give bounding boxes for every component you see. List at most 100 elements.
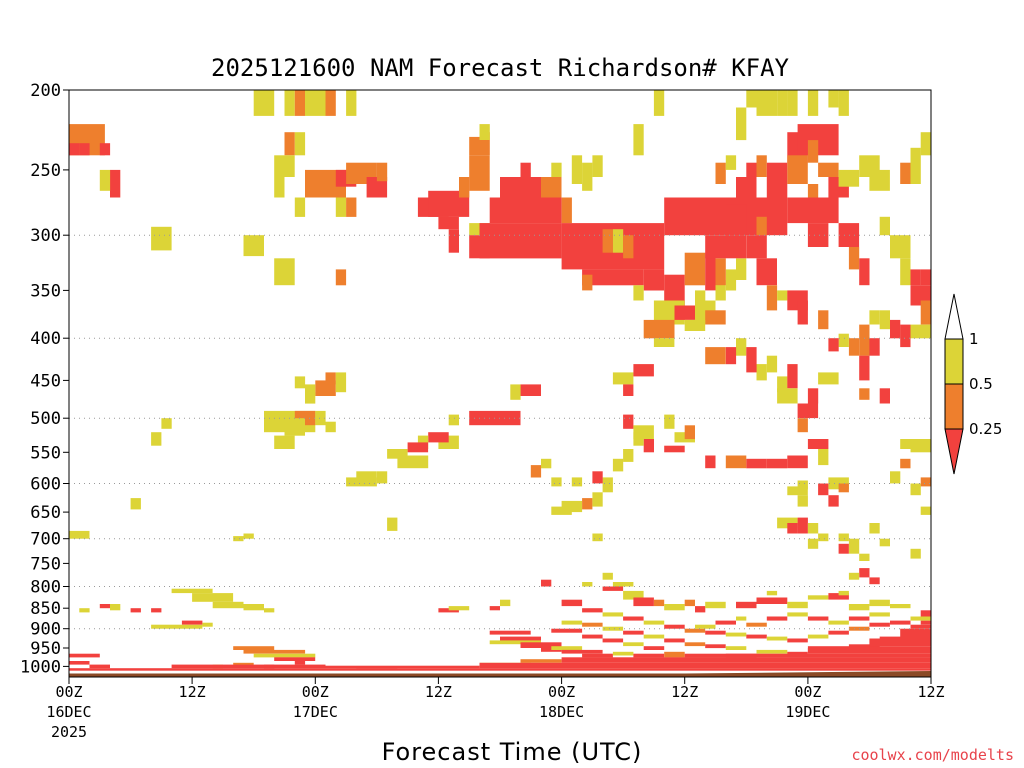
ri-cell [807,523,819,534]
ri-cell [366,177,388,198]
ri-cell [715,620,736,625]
ri-cell [807,538,819,549]
ri-cell [869,169,890,191]
ground-layer [69,671,931,677]
ri-cell [695,606,706,613]
ri-cell [787,601,808,609]
ri-cell [664,624,685,629]
ri-cell [99,604,111,609]
ri-cell [561,657,931,663]
x-tick-label-7-0: 12Z [917,683,944,701]
ri-cell [653,90,665,116]
ri-cell [489,606,500,611]
ri-cell [736,616,747,621]
y-tick-label-750: 750 [30,554,61,574]
ri-cell [807,90,819,116]
ri-cell [766,458,788,469]
x-tick-label-2-1: 17DEC [293,703,338,721]
ri-cell [633,432,644,446]
ri-cell [253,90,275,116]
ri-cell [551,162,562,177]
y-tick-label-400: 400 [30,329,61,349]
ri-cell [294,661,306,665]
colorbar-bin-025-05 [944,383,964,430]
ri-cell [684,642,706,647]
ri-cell [161,418,172,429]
ri-cell [746,458,767,469]
ri-cell [376,162,388,182]
ri-cell [489,640,541,645]
ri-cell [900,258,911,286]
ri-cell [838,590,849,596]
ri-cell [284,90,295,116]
ri-cell [582,269,644,286]
ri-cell [151,608,162,613]
ri-cell [725,646,747,650]
credit-text: coolwx.com/modelts [851,746,1014,764]
ri-cell [69,661,90,665]
ri-cell [879,388,890,404]
ri-cell [325,372,336,385]
ri-cell [551,628,583,633]
ri-cell [787,638,808,643]
ri-cell [151,624,203,629]
ri-cell [602,638,624,643]
ri-cell [582,608,603,613]
ri-cell [438,216,459,230]
ri-cell [130,498,141,510]
ri-cell [695,290,706,311]
ri-cell [910,616,931,621]
ri-cell [869,338,880,356]
ri-cell [848,338,860,356]
ri-cell [274,177,285,198]
ri-cell [756,216,767,236]
ri-cell [684,599,695,607]
ri-cell [284,418,305,436]
y-tick-label-950: 950 [30,639,61,659]
x-tick-label-5-0: 12Z [671,683,698,701]
ri-cell [838,333,849,347]
ri-cell [869,523,880,534]
ri-cell [417,435,429,449]
ri-cell [233,536,244,542]
x-tick-label-1-0: 12Z [179,683,206,701]
chart-title: 2025121600 NAM Forecast Richardson# KFAY [211,54,790,82]
ri-cell [561,620,583,625]
ri-cell [746,90,757,108]
ri-cell [469,155,490,191]
ri-cell [818,533,829,542]
ri-cell [448,606,470,611]
ri-cell [869,310,880,325]
y-tick-label-650: 650 [30,503,61,523]
ri-cell [582,582,593,587]
ri-cell [828,90,839,108]
ri-cell [171,664,326,669]
ri-cell [623,235,634,259]
ri-cell [848,538,860,554]
ri-cell [869,577,880,585]
ri-cell [766,285,778,311]
ri-cell [623,642,644,647]
ri-cell [910,624,931,629]
ri-cell [438,608,459,613]
ri-cell [387,449,408,459]
ri-cell [715,280,726,301]
x-tick-label-0-1: 16DEC [46,703,91,721]
ri-cell [653,338,675,347]
ri-cell [879,538,890,547]
ri-cell [202,622,213,627]
ri-cell [807,439,829,449]
ri-cell [787,364,798,389]
ri-cell [910,439,931,453]
colorbar-label-0: 1 [969,330,979,348]
ri-cell [705,235,747,259]
ri-cell [571,477,583,487]
ri-cell [592,155,603,177]
ri-cell [807,184,819,198]
ri-cell [807,388,819,404]
ri-cell [920,300,931,325]
x-axis-title: Forecast Time (UTC) [382,738,643,766]
ri-cell [890,604,911,609]
ri-cell [828,477,849,490]
ri-cell [602,612,624,617]
